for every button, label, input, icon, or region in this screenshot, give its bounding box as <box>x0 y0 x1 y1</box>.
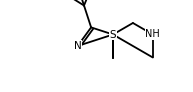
Text: NH: NH <box>146 30 160 39</box>
Text: S: S <box>110 30 116 39</box>
Text: N: N <box>74 41 81 51</box>
